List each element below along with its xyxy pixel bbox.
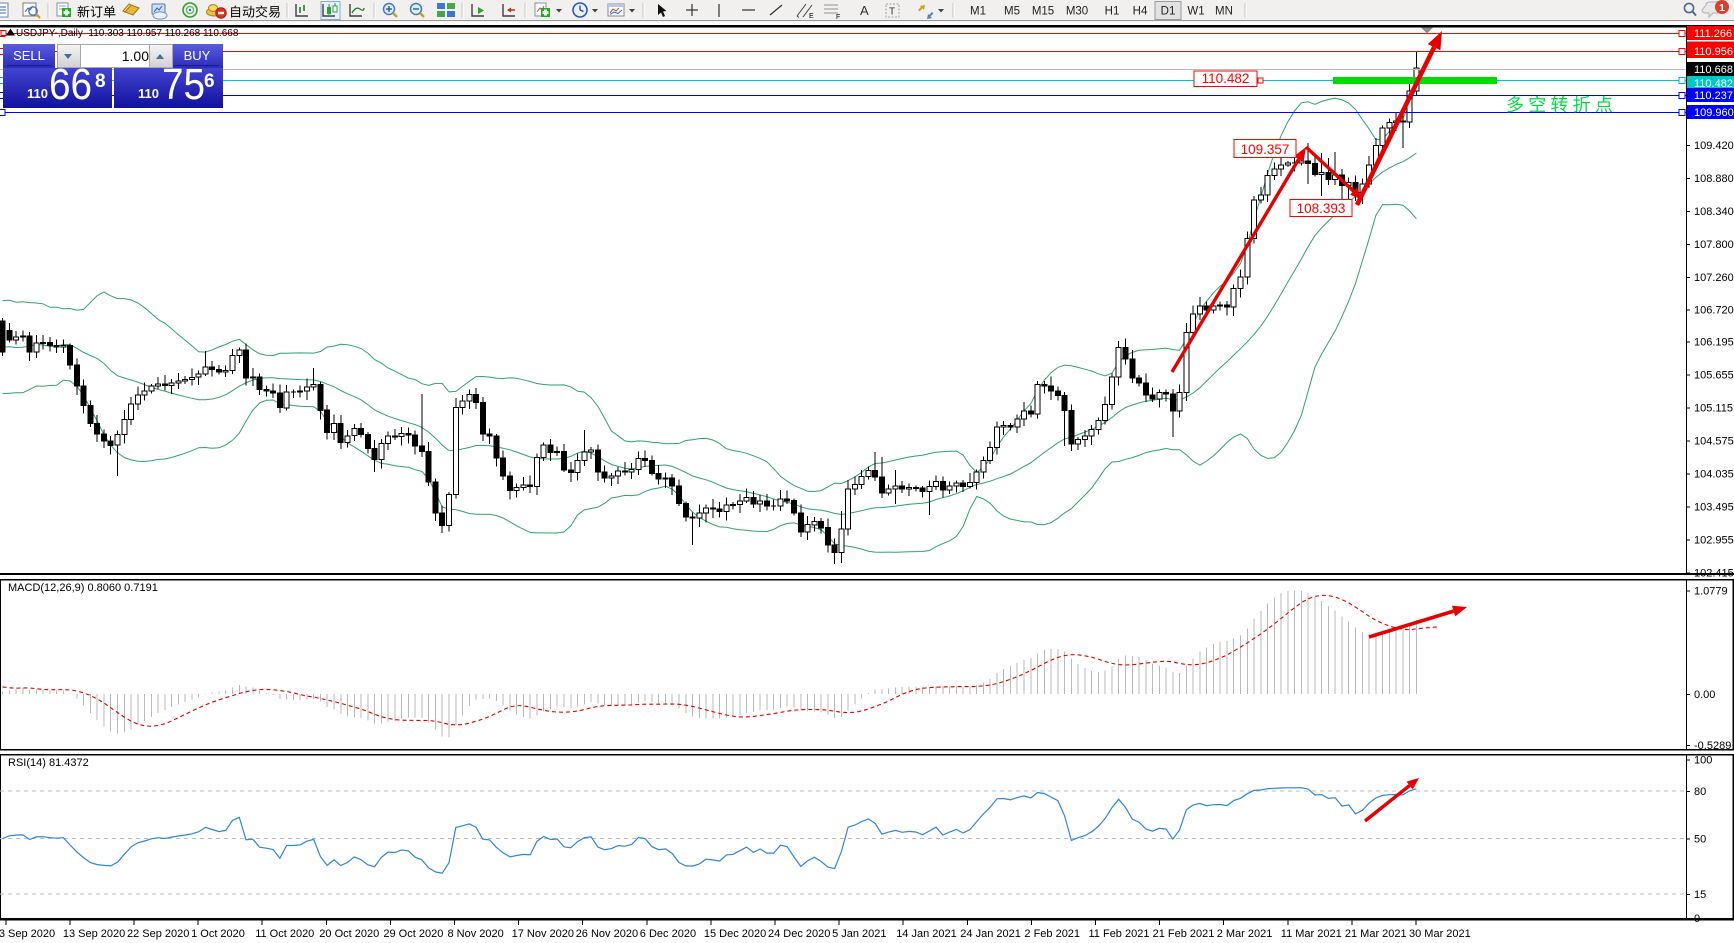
svg-text:3 Sep 2020: 3 Sep 2020 <box>0 928 55 940</box>
svg-text:109.960: 109.960 <box>1694 107 1734 119</box>
svg-text:107.260: 107.260 <box>1694 272 1734 284</box>
svg-text:E: E <box>809 13 814 20</box>
svg-text:102.955: 102.955 <box>1694 534 1734 546</box>
svg-text:M5: M5 <box>1004 6 1020 18</box>
svg-text:17 Nov 2020: 17 Nov 2020 <box>512 928 574 940</box>
svg-text:103.495: 103.495 <box>1694 501 1734 513</box>
svg-text:1.0779: 1.0779 <box>1694 586 1728 598</box>
svg-text:109.357: 109.357 <box>1241 142 1290 157</box>
svg-text:26 Nov 2020: 26 Nov 2020 <box>576 928 638 940</box>
svg-text:108.393: 108.393 <box>1297 201 1346 216</box>
svg-text:H4: H4 <box>1133 6 1148 18</box>
svg-text:24 Dec 2020: 24 Dec 2020 <box>768 928 830 940</box>
svg-text:15 Dec 2020: 15 Dec 2020 <box>704 928 766 940</box>
svg-text:110.237: 110.237 <box>1694 90 1733 102</box>
svg-text:105.115: 105.115 <box>1694 403 1733 415</box>
svg-text:8 Nov 2020: 8 Nov 2020 <box>448 928 504 940</box>
svg-text:A: A <box>860 3 869 18</box>
svg-text:110.668: 110.668 <box>1694 64 1733 76</box>
svg-text:2 Feb 2021: 2 Feb 2021 <box>1024 928 1080 940</box>
svg-text:105.655: 105.655 <box>1694 370 1734 382</box>
svg-text:108.340: 108.340 <box>1694 206 1734 218</box>
svg-text:2 Mar 2021: 2 Mar 2021 <box>1217 928 1273 940</box>
svg-text:D1: D1 <box>1161 6 1176 18</box>
svg-text:MN: MN <box>1215 6 1233 18</box>
svg-text:M15: M15 <box>1032 6 1054 18</box>
svg-text:H1: H1 <box>1105 6 1120 18</box>
svg-text:110.482: 110.482 <box>1202 71 1250 86</box>
svg-text:20 Oct 2020: 20 Oct 2020 <box>319 928 379 940</box>
svg-text:106.720: 106.720 <box>1694 305 1734 317</box>
svg-text:-0.5289: -0.5289 <box>1694 740 1731 752</box>
svg-text:M1: M1 <box>970 6 986 18</box>
svg-text:50: 50 <box>1694 834 1706 846</box>
svg-text:107.800: 107.800 <box>1694 239 1734 251</box>
svg-text:80: 80 <box>1694 786 1706 798</box>
svg-text:6 Dec 2020: 6 Dec 2020 <box>640 928 696 940</box>
svg-text:104.575: 104.575 <box>1694 436 1734 448</box>
svg-text:30 Mar 2021: 30 Mar 2021 <box>1409 928 1471 940</box>
svg-text:5 Jan 2021: 5 Jan 2021 <box>832 928 886 940</box>
svg-text:111.266: 111.266 <box>1694 28 1732 40</box>
svg-text:W1: W1 <box>1187 6 1204 18</box>
svg-text:RSI(14) 81.4372: RSI(14) 81.4372 <box>8 757 89 769</box>
svg-text:11 Oct 2020: 11 Oct 2020 <box>255 928 314 940</box>
svg-text:13 Sep 2020: 13 Sep 2020 <box>63 928 125 940</box>
svg-text:109.420: 109.420 <box>1694 140 1734 152</box>
svg-text:29 Oct 2020: 29 Oct 2020 <box>383 928 443 940</box>
svg-text:22 Sep 2020: 22 Sep 2020 <box>127 928 189 940</box>
svg-text:M30: M30 <box>1066 6 1088 18</box>
svg-text:102.415: 102.415 <box>1694 567 1734 579</box>
svg-text:F: F <box>836 14 840 21</box>
svg-text:108.880: 108.880 <box>1694 173 1734 185</box>
svg-text:0.00: 0.00 <box>1694 689 1715 701</box>
svg-text:11 Mar 2021: 11 Mar 2021 <box>1281 928 1342 940</box>
svg-text:T: T <box>889 7 895 18</box>
svg-text:21 Feb 2021: 21 Feb 2021 <box>1153 928 1215 940</box>
svg-text:15: 15 <box>1694 889 1706 901</box>
svg-text:14 Jan 2021: 14 Jan 2021 <box>896 928 957 940</box>
svg-text:MACD(12,26,9) 0.8060 0.7191: MACD(12,26,9) 0.8060 0.7191 <box>8 582 158 594</box>
svg-text:21 Mar 2021: 21 Mar 2021 <box>1345 928 1407 940</box>
svg-text:11 Feb 2021: 11 Feb 2021 <box>1089 928 1150 940</box>
svg-text:110.956: 110.956 <box>1694 46 1733 58</box>
svg-text:24 Jan 2021: 24 Jan 2021 <box>960 928 1021 940</box>
svg-text:0: 0 <box>1694 913 1700 925</box>
svg-text:1: 1 <box>1719 2 1725 14</box>
svg-text:106.195: 106.195 <box>1694 337 1734 349</box>
svg-text:100: 100 <box>1694 754 1712 766</box>
svg-text:110.482: 110.482 <box>1694 78 1733 90</box>
svg-text:1 Oct 2020: 1 Oct 2020 <box>191 928 245 940</box>
svg-text:104.035: 104.035 <box>1694 469 1734 481</box>
svg-text:USDJPY-,Daily 110.303 110.957: USDJPY-,Daily 110.303 110.957 110.268 11… <box>16 28 239 39</box>
